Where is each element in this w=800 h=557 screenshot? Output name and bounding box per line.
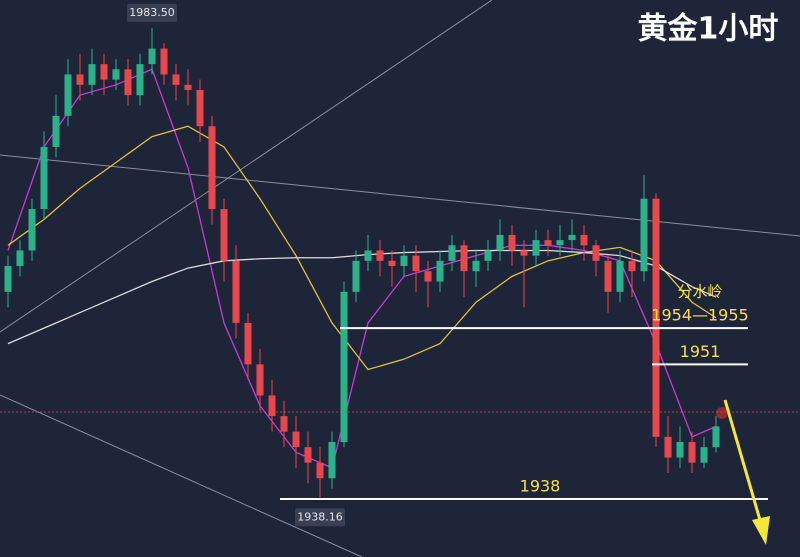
price-label: 1983.50 [129, 6, 175, 19]
candle-body [52, 115, 60, 147]
price-label-box [295, 508, 345, 527]
candle-body [280, 416, 288, 432]
candle-body [136, 64, 144, 96]
candle-body [184, 84, 192, 90]
candle-body [568, 234, 576, 241]
candle-body [580, 234, 588, 246]
chart-title: 黄金1小时 [638, 12, 779, 47]
candle-body [400, 255, 408, 266]
candle-body [316, 462, 324, 479]
candle-body [628, 260, 636, 272]
candle-body [508, 234, 516, 251]
candle-body [196, 90, 204, 127]
candle-body [160, 48, 168, 75]
candle-body [436, 260, 444, 282]
candle-body [556, 240, 564, 246]
candle-body [244, 322, 252, 365]
trend-line [0, 0, 493, 333]
candle-body [688, 442, 696, 463]
candle-body [376, 250, 384, 261]
level-note: 分水岭 [677, 283, 722, 301]
candle-body [544, 240, 552, 246]
arrow [723, 399, 762, 521]
candle-body [592, 245, 600, 261]
level-label: 1951 [680, 342, 721, 361]
plot: 1983.50 1938.16 1954—1955 分水岭 1951 1938 [4, 3, 768, 527]
candle-body [124, 69, 132, 96]
candle-body [712, 426, 720, 448]
trend-line [0, 394, 363, 557]
candle-body [328, 442, 336, 479]
candle-body [172, 74, 180, 85]
candle-body [664, 436, 672, 458]
candle-body [64, 74, 72, 116]
candle-body [496, 234, 504, 251]
candle-body [640, 198, 648, 272]
candle-body [16, 250, 24, 266]
candle-body [412, 255, 420, 272]
candle-body [28, 209, 36, 251]
current-dot [716, 407, 728, 419]
candle-body [148, 48, 156, 65]
candle-body [268, 395, 276, 417]
candle-body [652, 198, 660, 437]
candle-body [340, 291, 348, 442]
candle-body [424, 271, 432, 282]
candle-body [256, 364, 264, 396]
candle-body [520, 250, 528, 256]
price-label: 1938.16 [297, 510, 343, 523]
candle-body [208, 126, 216, 210]
candle-body [304, 447, 312, 463]
candle-body [40, 146, 48, 210]
candle-body [388, 260, 396, 266]
candle-body [4, 266, 12, 292]
candle-body [484, 250, 492, 261]
candle-body [364, 250, 372, 261]
moving-average [7, 125, 717, 371]
candle-body [88, 64, 96, 85]
candle-body [232, 260, 240, 323]
candle-body [676, 442, 684, 458]
candle-body [532, 240, 540, 256]
candle-body [100, 64, 108, 80]
candle-body [460, 245, 468, 272]
level-label: 1938 [520, 476, 561, 495]
candle-body [604, 260, 612, 292]
candle-body [700, 447, 708, 463]
candle-body [220, 209, 228, 261]
candle-body [448, 245, 456, 261]
level-label: 1954—1955 [651, 306, 748, 325]
candle-body [76, 74, 84, 85]
candle-body [112, 69, 120, 80]
arrow-head [752, 516, 770, 545]
candle-body [292, 431, 300, 448]
candle-body [352, 260, 360, 292]
candle-body [616, 260, 624, 292]
candle-body [472, 260, 480, 272]
trend-line [0, 154, 800, 237]
price-label-box [127, 3, 177, 22]
